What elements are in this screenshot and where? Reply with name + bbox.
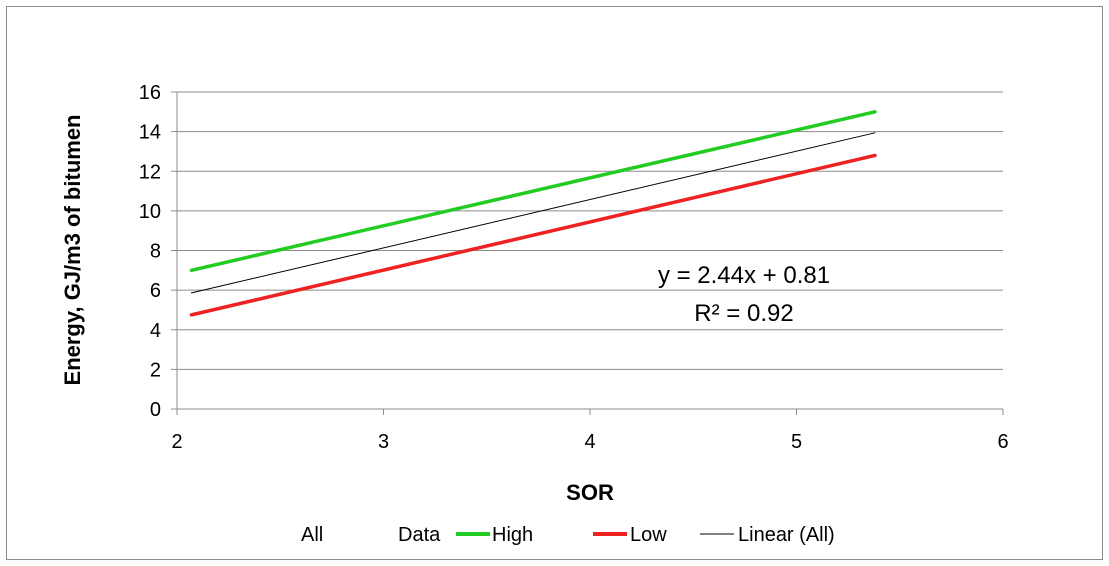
y-tick-label-2: 2: [150, 359, 161, 381]
y-tick-label-14: 14: [139, 122, 161, 144]
x-tick-label-3: 3: [378, 431, 389, 453]
y-tick-label-8: 8: [150, 241, 161, 263]
y-tick-label-12: 12: [139, 161, 161, 183]
x-tick-label-5: 5: [791, 431, 802, 453]
legend-label-high: High: [492, 524, 533, 546]
axis-layer: [171, 91, 1004, 415]
legend: All Data High Low Linear (All): [301, 524, 835, 546]
grid-layer: [177, 91, 1003, 370]
series-layer: [189, 110, 877, 317]
legend-label-low: Low: [630, 524, 667, 546]
x-tick-label-6: 6: [997, 431, 1008, 453]
series-line-low: [189, 153, 877, 317]
y-tick-label-10: 10: [139, 201, 161, 223]
y-tick-label-4: 4: [150, 320, 161, 342]
y-tick-label-16: 16: [139, 82, 161, 104]
series-line-linear-all: [190, 132, 876, 294]
chart-border: [6, 6, 1103, 560]
legend-label-all: All: [301, 524, 323, 546]
x-tick-label-2: 2: [171, 431, 182, 453]
legend-label-data: Data: [398, 524, 441, 546]
x-axis-title: SOR: [566, 480, 614, 505]
y-tick-label-0: 0: [150, 399, 161, 421]
trendline-r-squared: R² = 0.92: [694, 300, 793, 327]
y-axis-title: Energy, GJ/m3 of bitumen: [60, 115, 85, 386]
series-line-high: [189, 110, 877, 273]
x-tick-label-4: 4: [584, 431, 595, 453]
y-tick-label-6: 6: [150, 280, 161, 302]
legend-label-linear-all: Linear (All): [738, 524, 835, 546]
trendline-equation: y = 2.44x + 0.81: [658, 262, 830, 289]
